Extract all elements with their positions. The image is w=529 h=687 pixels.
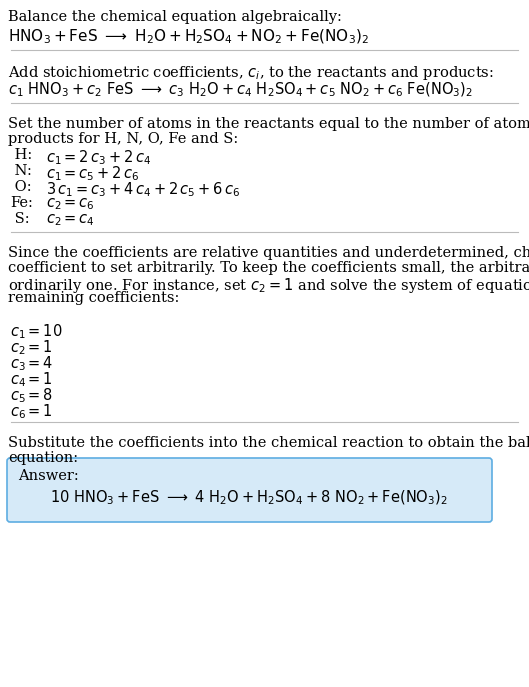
Text: Add stoichiometric coefficients, $c_i$, to the reactants and products:: Add stoichiometric coefficients, $c_i$, … bbox=[8, 64, 494, 82]
Text: $c_1 = 2\,c_3 + 2\,c_4$: $c_1 = 2\,c_3 + 2\,c_4$ bbox=[46, 148, 151, 167]
Text: $c_2 = c_6$: $c_2 = c_6$ bbox=[46, 196, 95, 212]
Text: $c_5 = 8$: $c_5 = 8$ bbox=[10, 386, 53, 405]
Text: $c_1 = c_5 + 2\,c_6$: $c_1 = c_5 + 2\,c_6$ bbox=[46, 164, 140, 183]
FancyBboxPatch shape bbox=[7, 458, 492, 522]
Text: $c_2 = 1$: $c_2 = 1$ bbox=[10, 338, 53, 357]
Text: $c_6 = 1$: $c_6 = 1$ bbox=[10, 402, 53, 420]
Text: O:: O: bbox=[10, 180, 32, 194]
Text: Answer:: Answer: bbox=[18, 469, 79, 483]
Text: $c_1\ \mathrm{HNO_3} + c_2\ \mathrm{FeS} \ \longrightarrow \ c_3\ \mathrm{H_2O} : $c_1\ \mathrm{HNO_3} + c_2\ \mathrm{FeS}… bbox=[8, 81, 473, 100]
Text: N:: N: bbox=[10, 164, 32, 178]
Text: $10\ \mathrm{HNO_3 + FeS \ \longrightarrow \ 4\ H_2O + H_2SO_4 + 8\ NO_2 + Fe(NO: $10\ \mathrm{HNO_3 + FeS \ \longrightarr… bbox=[50, 489, 448, 508]
Text: Substitute the coefficients into the chemical reaction to obtain the balanced: Substitute the coefficients into the che… bbox=[8, 436, 529, 450]
Text: $c_1 = 10$: $c_1 = 10$ bbox=[10, 322, 62, 341]
Text: $c_3 = 4$: $c_3 = 4$ bbox=[10, 354, 53, 373]
Text: products for H, N, O, Fe and S:: products for H, N, O, Fe and S: bbox=[8, 132, 238, 146]
Text: $3\,c_1 = c_3 + 4\,c_4 + 2\,c_5 + 6\,c_6$: $3\,c_1 = c_3 + 4\,c_4 + 2\,c_5 + 6\,c_6… bbox=[46, 180, 241, 199]
Text: H:: H: bbox=[10, 148, 32, 162]
Text: Balance the chemical equation algebraically:: Balance the chemical equation algebraica… bbox=[8, 10, 342, 24]
Text: ordinarily one. For instance, set $c_2 = 1$ and solve the system of equations fo: ordinarily one. For instance, set $c_2 =… bbox=[8, 276, 529, 295]
Text: $c_4 = 1$: $c_4 = 1$ bbox=[10, 370, 53, 389]
Text: Since the coefficients are relative quantities and underdetermined, choose a: Since the coefficients are relative quan… bbox=[8, 246, 529, 260]
Text: S:: S: bbox=[10, 212, 30, 226]
Text: $\mathrm{HNO_3 + FeS \ \longrightarrow \ H_2O + H_2SO_4 + NO_2 + Fe(NO_3)_2}$: $\mathrm{HNO_3 + FeS \ \longrightarrow \… bbox=[8, 28, 369, 47]
Text: remaining coefficients:: remaining coefficients: bbox=[8, 291, 179, 305]
Text: coefficient to set arbitrarily. To keep the coefficients small, the arbitrary va: coefficient to set arbitrarily. To keep … bbox=[8, 261, 529, 275]
Text: Set the number of atoms in the reactants equal to the number of atoms in the: Set the number of atoms in the reactants… bbox=[8, 117, 529, 131]
Text: $c_2 = c_4$: $c_2 = c_4$ bbox=[46, 212, 95, 227]
Text: Fe:: Fe: bbox=[10, 196, 33, 210]
Text: equation:: equation: bbox=[8, 451, 78, 465]
